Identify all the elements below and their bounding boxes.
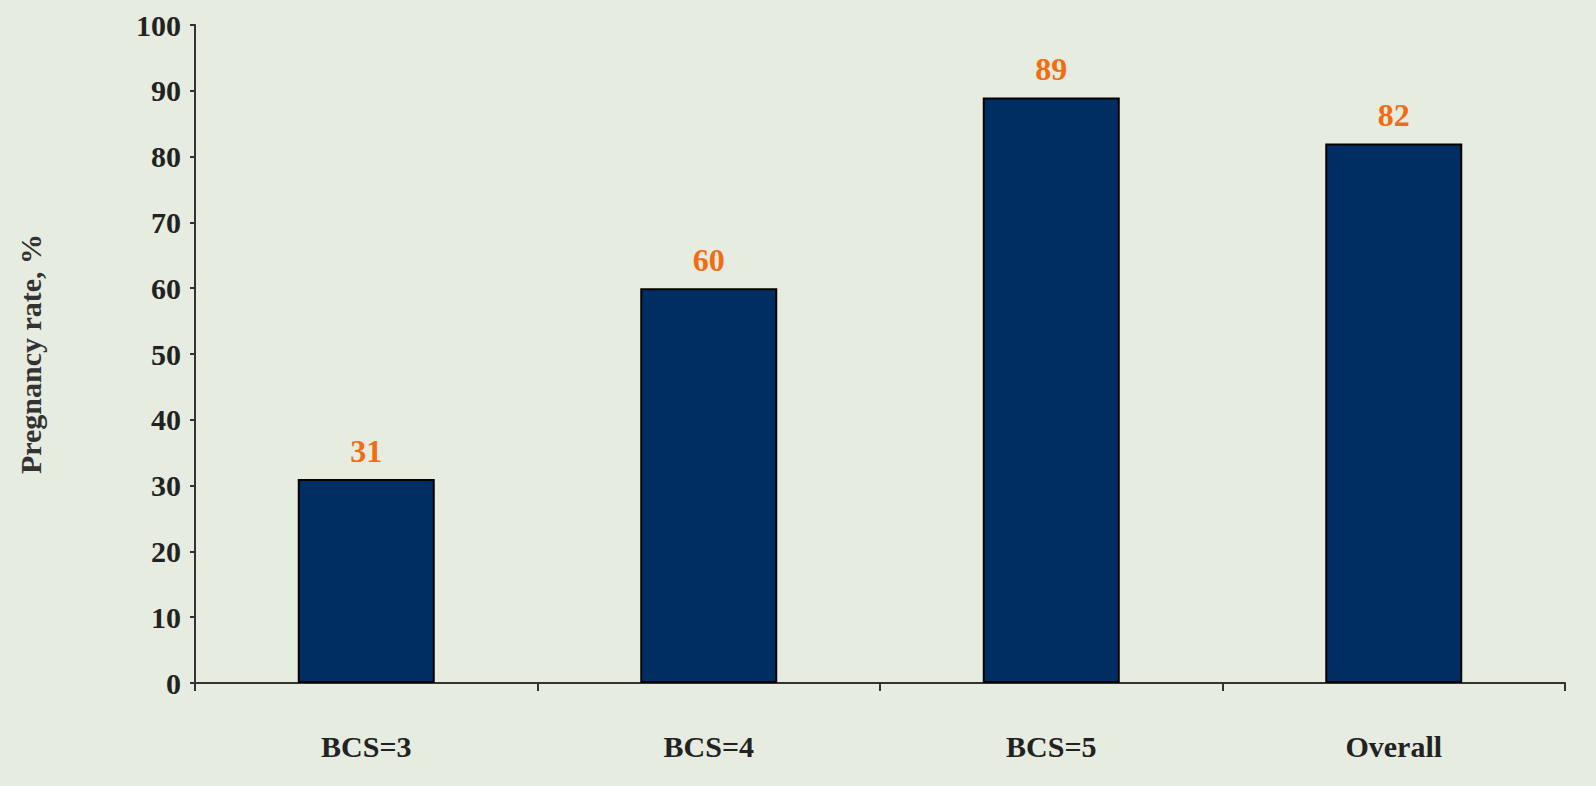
svg-text:30: 30 <box>151 469 181 502</box>
svg-text:Overall: Overall <box>1345 730 1442 763</box>
svg-text:BCS=3: BCS=3 <box>321 730 411 763</box>
svg-text:20: 20 <box>151 535 181 568</box>
svg-text:80: 80 <box>151 140 181 173</box>
svg-text:Pregnancy rate, %: Pregnancy rate, % <box>14 234 47 474</box>
svg-text:0: 0 <box>166 667 181 700</box>
svg-text:31: 31 <box>350 433 382 469</box>
svg-text:100: 100 <box>136 9 181 42</box>
svg-text:10: 10 <box>151 601 181 634</box>
svg-text:60: 60 <box>693 242 725 278</box>
svg-text:82: 82 <box>1378 97 1410 133</box>
svg-text:89: 89 <box>1035 51 1067 87</box>
svg-text:BCS=4: BCS=4 <box>664 730 754 763</box>
svg-text:60: 60 <box>151 272 181 305</box>
svg-text:70: 70 <box>151 206 181 239</box>
svg-text:90: 90 <box>151 74 181 107</box>
svg-text:50: 50 <box>151 338 181 371</box>
svg-text:BCS=5: BCS=5 <box>1006 730 1096 763</box>
svg-text:40: 40 <box>151 403 181 436</box>
